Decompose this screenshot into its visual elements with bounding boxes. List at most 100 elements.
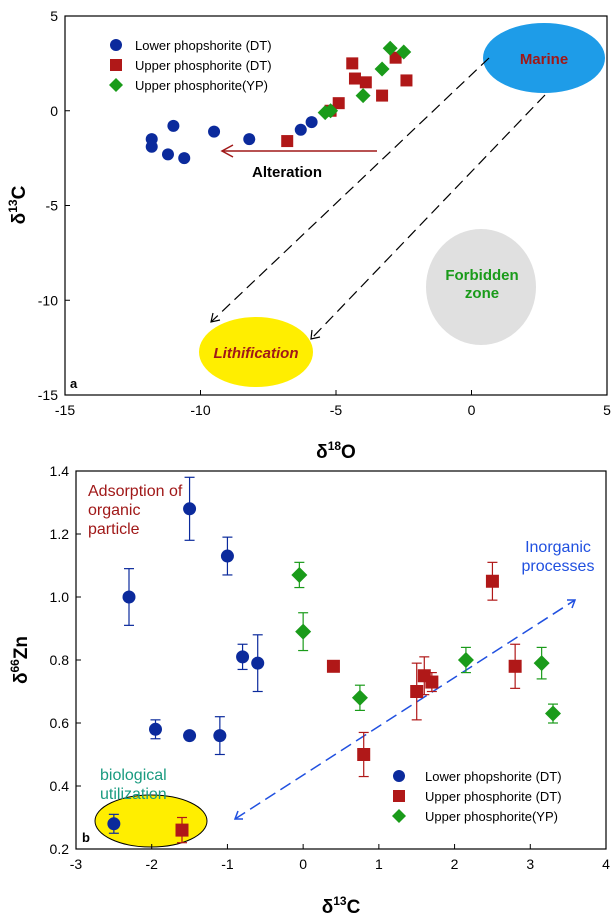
point-a-lower-phopshorite-dt-2 xyxy=(167,119,180,132)
point-a-upper-phosphorite-dt-3 xyxy=(346,57,359,70)
lithification-label: Lithification xyxy=(214,345,299,362)
legend-a-marker-upper-dt xyxy=(110,59,122,71)
panel-a-ylabel: δ13C xyxy=(6,185,30,224)
panel-a-label: a xyxy=(70,376,78,391)
inorganic-arrow xyxy=(234,599,576,820)
marine-ellipse xyxy=(483,23,605,93)
point-a-lower-phopshorite-dt-7 xyxy=(294,123,307,136)
point-a-lower-phopshorite-dt-8 xyxy=(305,116,318,129)
dashed-arrow-2 xyxy=(310,94,546,340)
biological-label-2: utilization xyxy=(100,786,167,803)
point-a-upper-phosphorite-dt-0 xyxy=(281,135,294,148)
point-a-upper-phosphorite-dt-4 xyxy=(348,72,361,85)
point-a-upper-phosphorite-yp-2 xyxy=(355,88,371,104)
ytick-label-a-0: -15 xyxy=(38,387,58,403)
point-a-lower-phopshorite-dt-5 xyxy=(208,125,221,138)
point-a-lower-phopshorite-dt-4 xyxy=(178,152,191,165)
point-a-upper-phosphorite-dt-6 xyxy=(376,89,389,102)
forbidden-zone-ellipse xyxy=(426,229,536,345)
point-a-upper-phosphorite-dt-8 xyxy=(400,74,413,87)
point-a-upper-phosphorite-dt-2 xyxy=(332,97,345,110)
lithification-ellipse xyxy=(199,317,313,387)
panel-b-ylabel: δ66Zn xyxy=(8,636,32,684)
ytick-label-b-2: 0.6 xyxy=(50,715,70,731)
legend-b-label-upper-yp: Upper phosphorite(YP) xyxy=(425,809,558,824)
point-b-lower-phopshorite-dt-6 xyxy=(220,549,234,563)
panel-b-frame xyxy=(75,470,607,850)
panel-a: Marine Forbidden zone Lithification Alte… xyxy=(6,8,611,463)
xtick-label-a-2: -5 xyxy=(330,402,343,418)
inorganic-arrow-head-up xyxy=(567,599,577,609)
ytick-label-a-1: -10 xyxy=(38,292,58,308)
legend-a-label-upper-yp: Upper phosphorite(YP) xyxy=(135,78,268,93)
point-b-upper-phosphorite-yp-1 xyxy=(295,623,312,640)
xtick-label-b-2: -1 xyxy=(221,856,234,872)
biological-label-1: biological xyxy=(100,767,167,784)
ytick-label-b-1: 0.4 xyxy=(50,778,70,794)
inorganic-arrow-head-down xyxy=(233,810,243,820)
point-a-upper-phosphorite-yp-1 xyxy=(323,103,339,119)
legend-b-marker-lower-dt xyxy=(393,770,405,782)
inorganic-label-2: processes xyxy=(522,558,595,575)
alteration-label: Alteration xyxy=(252,164,322,181)
panel-b-legend: Lower phopshorite (DT) Upper phosphorite… xyxy=(392,769,562,824)
legend-a-label-upper-dt: Upper phosphorite (DT) xyxy=(135,58,272,73)
point-a-upper-phosphorite-yp-5 xyxy=(396,44,412,60)
marine-label: Marine xyxy=(520,51,568,68)
xtick-label-b-6: 3 xyxy=(526,856,534,872)
point-b-upper-phosphorite-dt-0 xyxy=(175,823,189,837)
panel-a-marks xyxy=(145,40,413,165)
ytick-label-b-3: 0.8 xyxy=(50,652,70,668)
xtick-label-a-0: -15 xyxy=(55,402,75,418)
xtick-label-b-7: 4 xyxy=(602,856,610,872)
point-b-upper-phosphorite-dt-7 xyxy=(508,659,522,673)
panel-b-xlabel: δ13C xyxy=(322,894,361,918)
legend-b-marker-upper-dt xyxy=(393,790,405,802)
point-b-upper-phosphorite-dt-2 xyxy=(357,748,371,761)
point-b-lower-phopshorite-dt-0 xyxy=(107,817,121,831)
legend-a-marker-lower-dt xyxy=(110,39,122,51)
point-b-lower-phopshorite-dt-4 xyxy=(183,729,197,743)
panel-b-ticks: -3 -2 -1 0 1 2 3 4 0.2 0.4 0.6 0.8 1.0 1.2 1.4 xyxy=(50,463,611,872)
point-a-upper-phosphorite-dt-7 xyxy=(389,51,402,64)
panel-b-marks xyxy=(107,476,561,844)
xtick-label-b-0: -3 xyxy=(70,856,83,872)
dashed-arrow-1-head xyxy=(210,312,221,323)
alteration-arrow-head xyxy=(220,144,234,158)
point-b-upper-phosphorite-dt-5 xyxy=(425,675,439,689)
point-a-upper-phosphorite-dt-5 xyxy=(359,76,372,89)
point-b-upper-phosphorite-dt-1 xyxy=(326,659,340,673)
ytick-label-a-3: 0 xyxy=(50,103,58,119)
xtick-label-b-4: 1 xyxy=(375,856,383,872)
adsorption-label-3: particle xyxy=(88,521,140,538)
legend-b-label-lower-dt: Lower phopshorite (DT) xyxy=(425,769,562,784)
adsorption-label-2: organic xyxy=(88,502,140,519)
ytick-label-b-5: 1.2 xyxy=(50,526,70,542)
point-b-lower-phopshorite-dt-2 xyxy=(149,722,162,736)
xtick-label-a-3: 0 xyxy=(468,402,476,418)
legend-b-label-upper-dt: Upper phosphorite (DT) xyxy=(425,789,562,804)
point-b-upper-phosphorite-yp-3 xyxy=(457,652,474,668)
xtick-label-b-1: -2 xyxy=(145,856,158,872)
point-b-lower-phopshorite-dt-3 xyxy=(183,502,197,516)
panel-a-ticks: -15 -10 -5 0 5 -15 -10 -5 0 5 xyxy=(38,8,611,418)
dashed-arrow-1 xyxy=(210,57,490,323)
point-b-lower-phopshorite-dt-1 xyxy=(122,590,136,604)
inorganic-label-1: Inorganic xyxy=(525,539,591,556)
panel-b-label: b xyxy=(82,830,90,845)
point-a-upper-phosphorite-yp-4 xyxy=(382,40,398,56)
point-b-upper-phosphorite-yp-0 xyxy=(291,566,308,583)
adsorption-label-1: Adsorption of xyxy=(88,483,183,500)
point-b-lower-phopshorite-dt-7 xyxy=(236,650,250,664)
point-a-lower-phopshorite-dt-6 xyxy=(243,133,256,146)
point-b-upper-phosphorite-yp-5 xyxy=(545,705,561,722)
panel-a-frame xyxy=(64,15,608,396)
panel-a-legend: Lower phopshorite (DT) Upper phosphorite… xyxy=(109,38,272,93)
xtick-label-b-3: 0 xyxy=(299,856,307,872)
panel-a-xlabel: δ18O xyxy=(316,439,356,463)
xtick-label-b-5: 2 xyxy=(451,856,459,872)
legend-b-marker-upper-yp xyxy=(392,809,406,823)
ytick-label-b-0: 0.2 xyxy=(50,841,70,857)
point-a-upper-phosphorite-yp-3 xyxy=(374,61,390,77)
